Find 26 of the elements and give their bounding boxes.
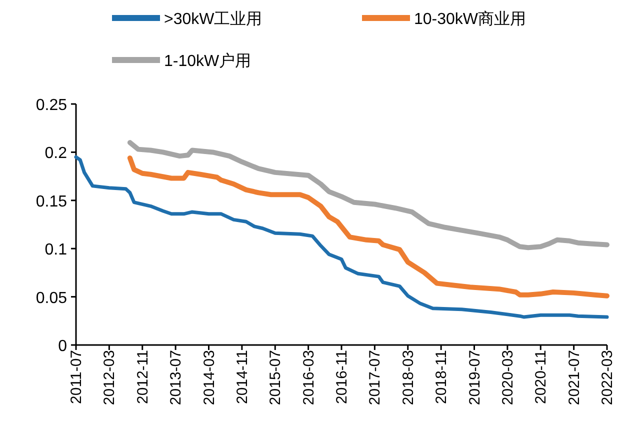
x-tick-label: 2019-07 — [466, 350, 484, 406]
x-tick-label: 2015-07 — [267, 350, 284, 406]
x-tick-label: 2018-11 — [433, 350, 450, 404]
x-tick-label: 2012-03 — [101, 350, 118, 406]
x-tick-label: 2022-03 — [599, 350, 616, 406]
legend-label: 1-10kW户用 — [164, 52, 252, 70]
x-tick-label: 2014-11 — [234, 350, 251, 404]
x-tick-label: 2012-11 — [134, 350, 152, 404]
y-tick-label: 0.05 — [36, 290, 68, 307]
x-tick-label: 2020-11 — [532, 350, 550, 404]
y-tick-label: 0.1 — [44, 242, 68, 259]
x-tick-label: 2021-07 — [566, 350, 583, 406]
y-tick-label: 0.2 — [44, 145, 68, 162]
legend-label: >30kW工业用 — [164, 10, 262, 28]
x-tick-label: 2020-03 — [499, 350, 516, 406]
y-tick-label: 0.25 — [36, 97, 68, 114]
legend-label: 10-30kW商业用 — [414, 10, 526, 28]
x-tick-label: 2011-07 — [68, 350, 85, 404]
x-tick-label: 2018-03 — [400, 350, 417, 406]
x-tick-label: 2016-03 — [300, 350, 318, 406]
y-tick-label: 0 — [58, 338, 68, 355]
y-tick-label: 0.15 — [36, 193, 68, 210]
x-tick-label: 2017-07 — [366, 350, 384, 406]
x-tick-label: 2013-07 — [168, 350, 185, 406]
x-tick-label: 2014-03 — [200, 350, 218, 406]
x-tick-label: 2016-11 — [334, 350, 350, 404]
